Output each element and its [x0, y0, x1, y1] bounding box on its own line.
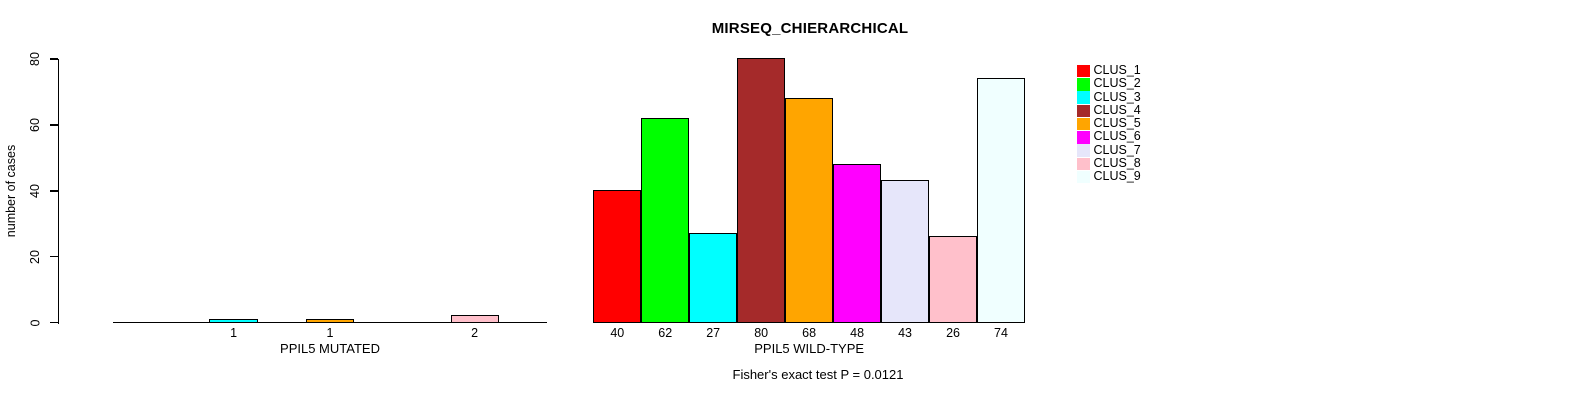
legend-item-label: CLUS_6	[1093, 129, 1141, 144]
y-axis-tick	[49, 256, 58, 258]
bar-clus_3	[689, 233, 738, 324]
legend-item: CLUS_1	[1077, 63, 1167, 79]
y-axis-tick-label-text: 20	[28, 249, 42, 264]
bar-value-label: 27	[706, 325, 721, 340]
legend-item-label: CLUS_3	[1093, 89, 1141, 104]
bar-value-label: 80	[754, 325, 769, 340]
legend-item-label: CLUS_7	[1093, 142, 1141, 157]
legend-swatch	[1077, 170, 1090, 184]
legend-item-label: CLUS_9	[1093, 169, 1141, 183]
legend-swatch	[1077, 64, 1090, 78]
legend-item: CLUS_7	[1077, 142, 1167, 158]
y-axis-tick-label-text: 0	[27, 319, 42, 327]
bar-clus_5	[305, 318, 355, 324]
chart-title: MIRSEQ_CHIERARCHICAL	[711, 20, 909, 37]
fisher-test-subtitle: Fisher's exact test P = 0.0121	[732, 367, 904, 382]
legend-swatch	[1077, 78, 1090, 91]
legend-item: CLUS_3	[1077, 89, 1167, 105]
legend-item: CLUS_8	[1077, 155, 1167, 171]
legend-item-label: CLUS_8	[1093, 155, 1141, 170]
bar-clus_7	[881, 180, 930, 324]
bar-value-label: 62	[658, 325, 673, 340]
y-axis-tick	[49, 190, 58, 192]
legend-item: CLUS_5	[1077, 116, 1167, 132]
bar-value-label: 43	[898, 325, 913, 340]
legend-swatch	[1077, 91, 1090, 104]
bar-clus_9	[977, 78, 1025, 324]
legend-item: CLUS_4	[1077, 102, 1167, 118]
bar-clus_3	[209, 318, 258, 324]
legend-swatch	[1077, 157, 1090, 171]
bar-value-label: 26	[946, 325, 960, 340]
y-axis-tick-label: 0	[21, 309, 49, 337]
y-axis-tick-label: 20	[21, 243, 49, 271]
y-axis-tick-label: 40	[21, 177, 49, 205]
bar-value-label: 68	[802, 325, 817, 340]
bar-clus_6	[833, 163, 882, 324]
bar-clus_5	[785, 97, 834, 324]
x-axis-group-label: PPIL5 MUTATED	[280, 341, 380, 356]
bar-value-label: 74	[994, 325, 1008, 340]
bar-value-label: 1	[326, 325, 334, 340]
legend: CLUS_1 CLUS_2 CLUS_3 CLUS_4 CLUS_5 CLUS_6 CLUS…	[1077, 63, 1167, 190]
y-axis-tick-label-text: 80	[28, 52, 42, 67]
y-axis-label-text: number of cases	[3, 144, 18, 238]
legend-swatch	[1077, 131, 1090, 144]
y-axis-spine	[57, 58, 59, 324]
y-axis-tick-label: 80	[21, 45, 49, 73]
bar-clus_2	[641, 117, 690, 324]
legend-item: CLUS_9	[1077, 169, 1167, 185]
x-axis-group-label: PPIL5 WILD-TYPE	[754, 341, 865, 356]
y-axis-tick-label: 60	[21, 111, 49, 139]
legend-item: CLUS_2	[1077, 76, 1167, 92]
bar-value-label: 40	[610, 325, 625, 340]
bar-clus_4	[737, 58, 786, 324]
legend-item-label: CLUS_2	[1093, 76, 1141, 91]
legend-swatch	[1077, 104, 1090, 118]
legend-swatch	[1077, 117, 1090, 131]
bar-clus_8	[929, 236, 978, 324]
bar-clus_1	[593, 190, 642, 324]
y-axis-tick-label-text: 60	[28, 118, 42, 132]
y-axis-tick-label-text: 40	[28, 183, 42, 198]
legend-item-label: CLUS_1	[1093, 63, 1141, 77]
bar-clus_8	[450, 315, 499, 324]
legend-item: CLUS_6	[1077, 129, 1167, 145]
y-axis-tick	[49, 124, 58, 126]
bar-value-label: 1	[230, 325, 238, 340]
legend-item-label: CLUS_5	[1093, 116, 1141, 130]
bar-value-label: 2	[471, 325, 479, 340]
y-axis-tick	[49, 322, 58, 324]
legend-item-label: CLUS_4	[1093, 102, 1141, 117]
y-axis-tick	[49, 58, 58, 60]
bar-value-label: 48	[850, 325, 865, 340]
legend-swatch	[1077, 144, 1090, 157]
